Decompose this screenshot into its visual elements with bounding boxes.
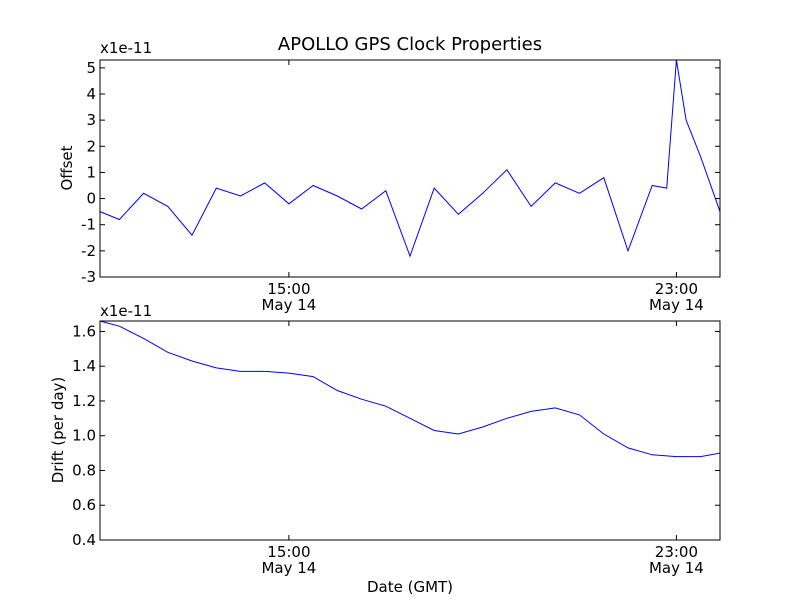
drift-y-tick-label: 1.2	[72, 392, 96, 410]
drift-y-tick-label: 1.4	[72, 357, 96, 375]
drift-y-tick-label: 1.0	[72, 427, 96, 445]
offset-x-tick-date: May 14	[649, 296, 704, 314]
offset-y-tick-label: 1	[86, 163, 96, 181]
offset-y-tick-label: 3	[86, 111, 96, 129]
drift-scale-label: x1e-11	[100, 302, 152, 320]
offset-y-tick-label: -2	[81, 242, 96, 260]
offset-y-tick-label: -3	[81, 268, 96, 286]
drift-x-tick-date: May 14	[261, 559, 316, 577]
drift-y-tick-label: 0.8	[72, 461, 96, 479]
drift-x-tick-time: 23:00	[655, 543, 698, 561]
offset-x-tick-time: 23:00	[655, 280, 698, 298]
drift-y-tick-label: 0.4	[72, 531, 96, 549]
drift-xlabel: Date (GMT)	[367, 578, 453, 596]
offset-y-tick-label: 4	[86, 85, 96, 103]
offset-y-tick-label: 0	[86, 190, 96, 208]
drift-y-tick-label: 1.6	[72, 322, 96, 340]
drift-y-ticks: 0.4 0.6 0.8 1.0 1.2 1.4 1.6	[72, 322, 720, 549]
offset-scale-label: x1e-11	[100, 39, 152, 57]
offset-y-tick-label: 5	[86, 59, 96, 77]
drift-x-tick-time: 15:00	[267, 543, 310, 561]
offset-plot-frame	[99, 59, 721, 278]
offset-y-ticks: -3 -2 -1 0 1 2 3 4 5	[81, 59, 720, 286]
offset-ylabel: Offset	[58, 145, 76, 190]
offset-x-tick-date: May 14	[261, 296, 316, 314]
chart-title: APOLLO GPS Clock Properties	[278, 34, 542, 55]
drift-y-tick-label: 0.6	[72, 496, 96, 514]
drift-x-tick-date: May 14	[649, 559, 704, 577]
drift-ylabel: Drift (per day)	[49, 377, 67, 484]
offset-y-tick-label: -1	[81, 216, 96, 234]
offset-x-tick-time: 15:00	[267, 280, 310, 298]
offset-y-tick-label: 2	[86, 137, 96, 155]
drift-plot-frame	[99, 320, 721, 541]
